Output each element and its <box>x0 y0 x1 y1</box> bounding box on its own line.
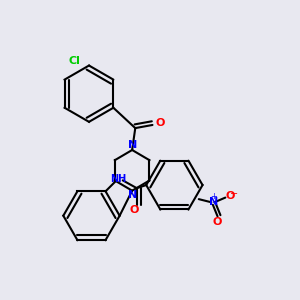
Text: NH: NH <box>110 174 126 184</box>
Text: N: N <box>209 197 218 207</box>
Text: O: O <box>156 118 165 128</box>
Text: O: O <box>225 191 235 201</box>
Text: Cl: Cl <box>69 56 81 66</box>
Text: +: + <box>210 191 217 200</box>
Text: N: N <box>128 190 137 200</box>
Text: N: N <box>128 140 137 150</box>
Text: O: O <box>213 217 222 227</box>
Text: −: − <box>230 189 238 200</box>
Text: O: O <box>129 205 138 215</box>
